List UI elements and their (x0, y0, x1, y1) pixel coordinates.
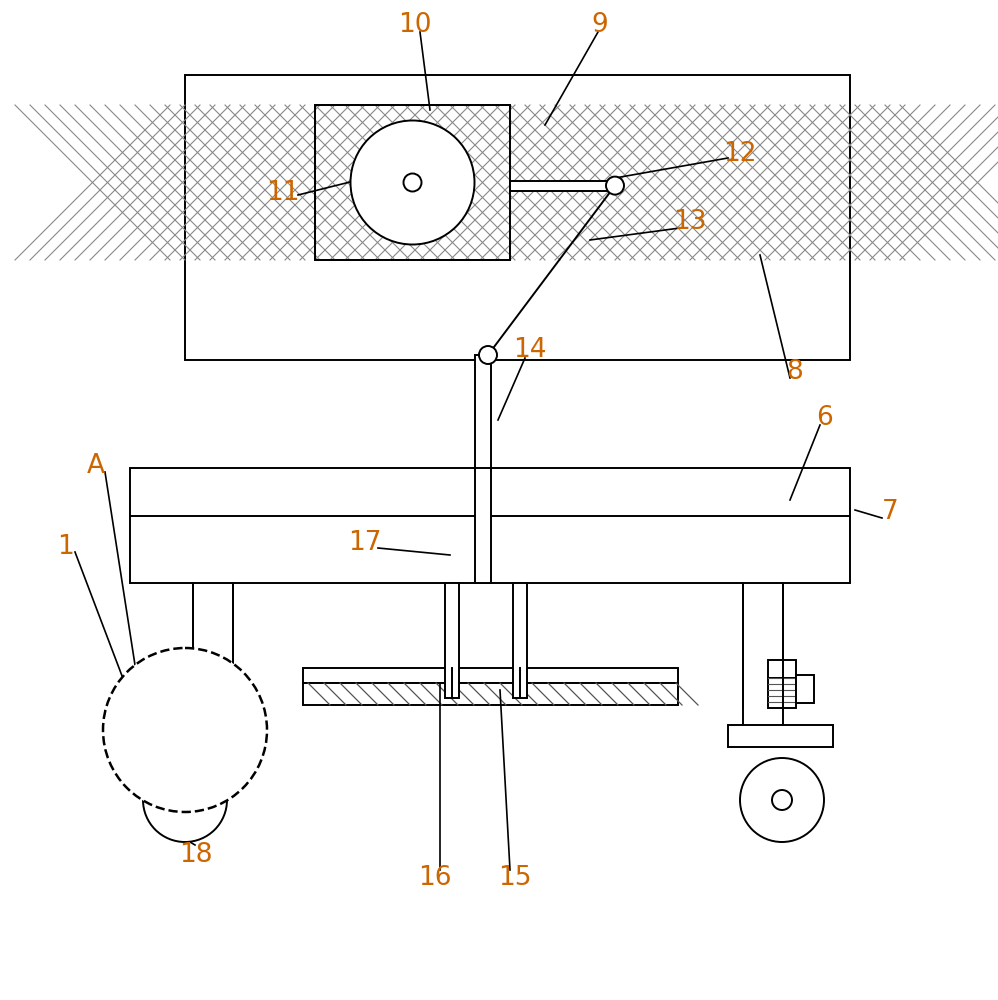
Bar (768, 678, 796, 708)
Text: 6: 6 (816, 405, 833, 431)
Circle shape (103, 648, 267, 812)
Text: 8: 8 (786, 359, 803, 385)
Text: 18: 18 (180, 842, 213, 868)
Bar (475, 355, 491, 470)
Bar (171, 660, 199, 678)
Bar (728, 725, 833, 747)
Text: 1: 1 (58, 534, 75, 560)
Text: 9: 9 (592, 12, 609, 38)
Circle shape (606, 177, 624, 195)
Text: 17: 17 (348, 530, 382, 556)
Text: A: A (87, 453, 105, 479)
Bar (128, 725, 233, 747)
Text: 11: 11 (266, 180, 299, 206)
Text: 16: 16 (418, 865, 452, 891)
Bar (199, 675, 217, 703)
Circle shape (772, 790, 792, 810)
Bar (513, 583, 527, 698)
Circle shape (403, 174, 421, 192)
Text: 12: 12 (724, 141, 756, 167)
Text: 10: 10 (398, 12, 432, 38)
Bar (315, 105, 510, 260)
Bar (171, 678, 199, 708)
Bar (796, 675, 814, 703)
Text: 15: 15 (498, 865, 532, 891)
Circle shape (350, 120, 474, 244)
Bar (303, 668, 678, 683)
Bar (475, 468, 491, 583)
Bar (185, 75, 850, 360)
Bar (510, 181, 615, 191)
Text: 13: 13 (674, 209, 707, 235)
Circle shape (740, 758, 824, 842)
Bar (445, 583, 459, 698)
Circle shape (143, 758, 227, 842)
Circle shape (479, 346, 497, 364)
Bar (315, 105, 510, 260)
Bar (315, 105, 510, 260)
Bar (303, 683, 678, 705)
Text: 14: 14 (513, 337, 547, 363)
Text: 7: 7 (881, 499, 898, 525)
Bar (768, 660, 796, 678)
Bar (130, 468, 850, 583)
Circle shape (175, 790, 195, 810)
